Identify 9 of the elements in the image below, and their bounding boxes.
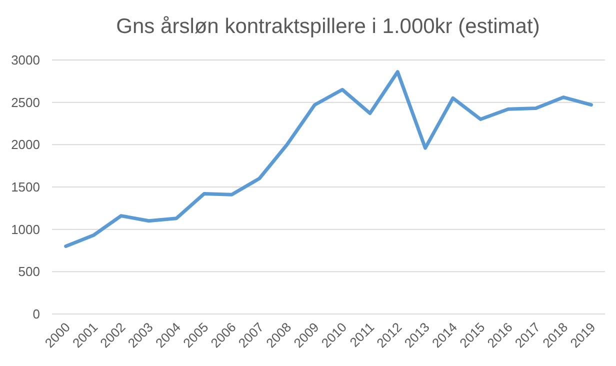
y-tick-label: 3000 [11, 52, 40, 68]
y-tick-label: 500 [18, 264, 40, 280]
line-series [64, 70, 593, 248]
y-tick-label: 2000 [11, 137, 40, 152]
y-tick-label: 1000 [11, 222, 40, 237]
chart-title: Gns årsløn kontraktspillere i 1.000kr (estimat) [116, 15, 540, 38]
y-tick-label: 1500 [11, 180, 40, 195]
y-tick-label: 2500 [11, 94, 40, 110]
y-tick-label: 0 [32, 306, 40, 322]
